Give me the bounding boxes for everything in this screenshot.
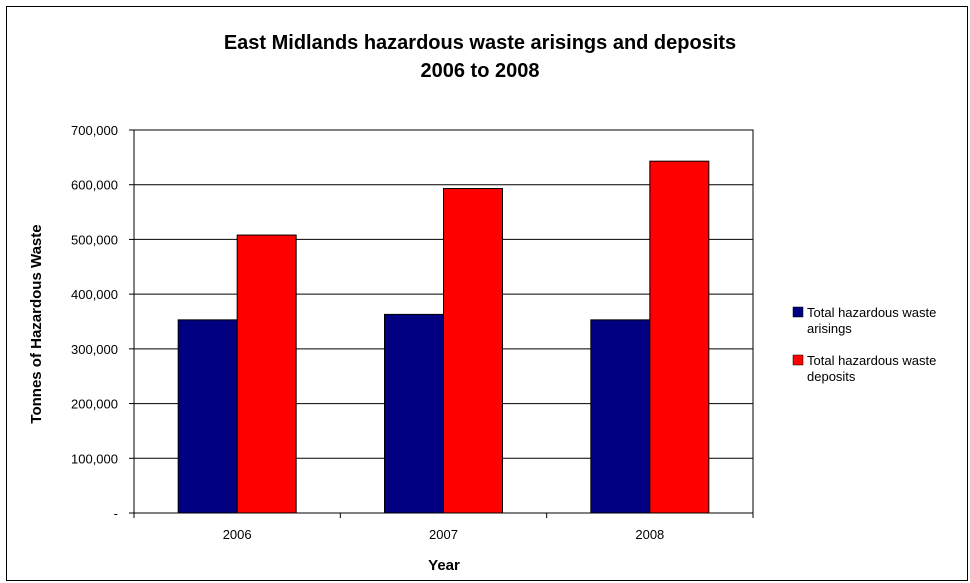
bar-arisings-2007 bbox=[384, 313, 444, 514]
y-tick-label: 500,000 bbox=[71, 232, 118, 247]
legend-label-arisings-line1: Total hazardous waste bbox=[807, 305, 936, 320]
y-axis-title: Tonnes of Hazardous Waste bbox=[28, 224, 45, 423]
bar-deposits-2007 bbox=[443, 188, 503, 514]
legend: Total hazardous waste arisings Total haz… bbox=[792, 305, 936, 384]
y-tick-label: 200,000 bbox=[71, 397, 118, 412]
legend-swatch-arisings bbox=[792, 306, 804, 318]
bar-deposits-2006 bbox=[236, 234, 297, 514]
x-tick-label: 2008 bbox=[635, 527, 664, 542]
chart-title-line1: East Midlands hazardous waste arisings a… bbox=[224, 32, 736, 54]
x-axis-title: Year bbox=[428, 557, 460, 574]
axis-ticks: - 100,000 200,000 300,000 400,000 500,000 600,… bbox=[71, 123, 754, 542]
bar-arisings-2006 bbox=[177, 319, 238, 514]
y-tick-label: - bbox=[114, 506, 118, 521]
bars bbox=[177, 160, 710, 514]
legend-swatch-deposits bbox=[792, 354, 804, 366]
bar-arisings-2008 bbox=[590, 319, 651, 514]
legend-label-arisings-line2: arisings bbox=[807, 321, 852, 336]
plot-area-border bbox=[133, 129, 754, 514]
y-tick-label: 100,000 bbox=[71, 451, 118, 466]
y-tick-label: 400,000 bbox=[71, 287, 118, 302]
x-tick-label: 2006 bbox=[223, 527, 252, 542]
legend-label-deposits-line2: deposits bbox=[807, 369, 856, 384]
y-tick-label: 300,000 bbox=[71, 342, 118, 357]
legend-label-deposits-line1: Total hazardous waste bbox=[807, 353, 936, 368]
bar-deposits-2008 bbox=[649, 160, 710, 514]
x-tick-label: 2007 bbox=[429, 527, 458, 542]
y-tick-label: 600,000 bbox=[71, 178, 118, 193]
y-tick-label: 700,000 bbox=[71, 123, 118, 138]
chart-title-line2: 2006 to 2008 bbox=[421, 60, 540, 82]
